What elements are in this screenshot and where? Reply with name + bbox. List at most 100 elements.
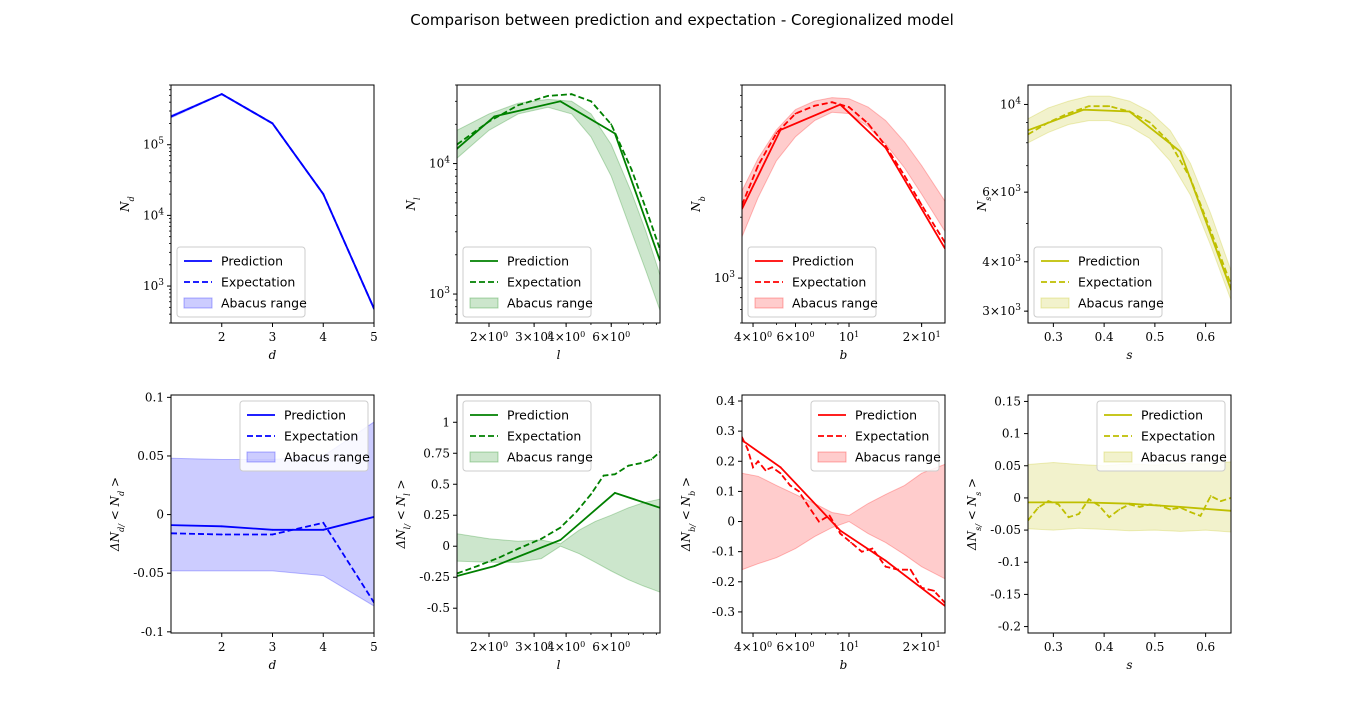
x-tick-label: 3×100 (515, 330, 553, 345)
y-axis-label: ΔNb/ < Nb > (679, 477, 697, 552)
x-tick-label: 3×100 (515, 640, 553, 655)
legend-frame (747, 246, 877, 318)
legend-abacus-swatch (469, 297, 499, 309)
x-tick-label: 0.6 (1196, 330, 1215, 344)
expectation-point (1209, 229, 1212, 232)
legend-label: Expectation (1078, 275, 1152, 290)
expectation-point (488, 120, 490, 123)
y-tick-label: 0.05 (994, 459, 1021, 473)
expectation-point (1148, 121, 1151, 124)
legend-label: Prediction (855, 408, 917, 423)
legend-label: Expectation (507, 429, 581, 444)
expectation-point (813, 104, 816, 107)
legend-abacus-swatch (817, 451, 847, 463)
x-tick-label: 4×100 (547, 330, 585, 345)
legend-abacus-swatch (1040, 297, 1070, 309)
x-tick-label: 101 (839, 640, 859, 655)
expectation-point (794, 112, 797, 115)
y-tick-label: 0.05 (137, 449, 164, 463)
expectation-line (457, 93, 660, 250)
legend-label: Abacus range (855, 450, 941, 465)
abacus-range-band (457, 98, 660, 311)
y-tick-label: 0.75 (423, 446, 450, 460)
abacus-range-band (1028, 95, 1231, 301)
expectation-point (220, 93, 223, 95)
expectation-point (828, 514, 831, 517)
x-tick-label: 5 (370, 640, 378, 654)
expectation-point (1067, 112, 1070, 115)
legend-label: Prediction (1078, 254, 1140, 269)
expectation-point (807, 505, 810, 508)
abacus-range-band (742, 463, 945, 580)
x-tick-label: 4×100 (734, 330, 772, 345)
expectation-line (171, 93, 374, 309)
legend-label: Expectation (792, 275, 866, 290)
x-tick-label: 6×100 (592, 330, 630, 345)
y-tick-label: 103 (714, 270, 735, 285)
x-tick-label: 2×101 (903, 640, 941, 655)
x-tick-label: 2×100 (470, 640, 508, 655)
expectation-point (627, 464, 630, 467)
expectation-point (540, 537, 543, 540)
expectation-point (903, 175, 906, 177)
expectation-line (457, 451, 660, 575)
x-tick-label: 4 (319, 640, 327, 654)
x-tick-label: 6×100 (592, 640, 630, 655)
legend-label: Abacus range (507, 296, 593, 311)
x-tick-label: 6×100 (776, 330, 814, 345)
y-tick-label: 0 (442, 539, 450, 553)
x-axis-label: s (1126, 658, 1132, 672)
prediction-point (839, 529, 842, 532)
expectation-point (909, 568, 912, 571)
x-tick-label: 0.6 (1196, 640, 1215, 654)
y-tick-label: -0.1 (712, 545, 735, 559)
expectation-point (517, 104, 520, 107)
expectation-point (831, 101, 833, 104)
legend-label: Abacus range (284, 450, 370, 465)
expectation-point (1189, 177, 1192, 180)
expectation-point (590, 493, 592, 496)
y-axis-label: Ns (975, 197, 993, 213)
expectation-point (630, 168, 633, 171)
legend-label: Expectation (1141, 429, 1215, 444)
axes-frame (456, 84, 661, 324)
legend-label: Abacus range (507, 450, 593, 465)
y-tick-label: 103 (143, 278, 164, 293)
x-tick-label: 0.4 (1095, 330, 1114, 344)
expectation-point (897, 568, 900, 571)
expectation-point (610, 123, 613, 126)
y-tick-label: 4×103 (982, 254, 1021, 269)
expectation-point (884, 565, 887, 568)
expectation-point (498, 556, 501, 559)
y-tick-label: 0 (156, 508, 164, 522)
y-tick-label: 0.1 (1002, 427, 1021, 441)
y-tick-label: 1 (442, 415, 450, 429)
expectation-point (933, 589, 935, 592)
x-tick-label: 0.5 (1145, 330, 1164, 344)
x-tick-label: 0.4 (1095, 640, 1114, 654)
expectation-point (867, 122, 869, 125)
expectation-point (1189, 511, 1192, 513)
expectation-point (1179, 506, 1182, 509)
x-tick-label: 2×101 (903, 330, 941, 345)
legend: Prediction Expectation Abacus range (1096, 400, 1227, 472)
abacus-range-band (457, 498, 660, 593)
y-axis-label: ΔNs/ < Ns > (965, 478, 983, 551)
y-tick-label: 0.25 (423, 508, 450, 522)
legend-label: Expectation (855, 429, 929, 444)
expectation-point (570, 93, 573, 96)
expectation-point (1199, 515, 1202, 517)
expectation-point (798, 490, 800, 493)
expectation-point (1209, 495, 1212, 497)
legend-label: Prediction (507, 254, 569, 269)
expectation-point (757, 460, 759, 463)
x-axis-label: d (269, 348, 277, 362)
legend: Prediction Expectation Abacus range (462, 246, 593, 318)
axes-frame (1027, 84, 1232, 324)
y-tick-label: -0.3 (712, 605, 735, 619)
y-tick-label: 0.3 (716, 424, 735, 438)
x-axis-label: l (557, 348, 561, 362)
y-tick-label: 0 (727, 515, 735, 529)
expectation-point (1088, 105, 1090, 108)
